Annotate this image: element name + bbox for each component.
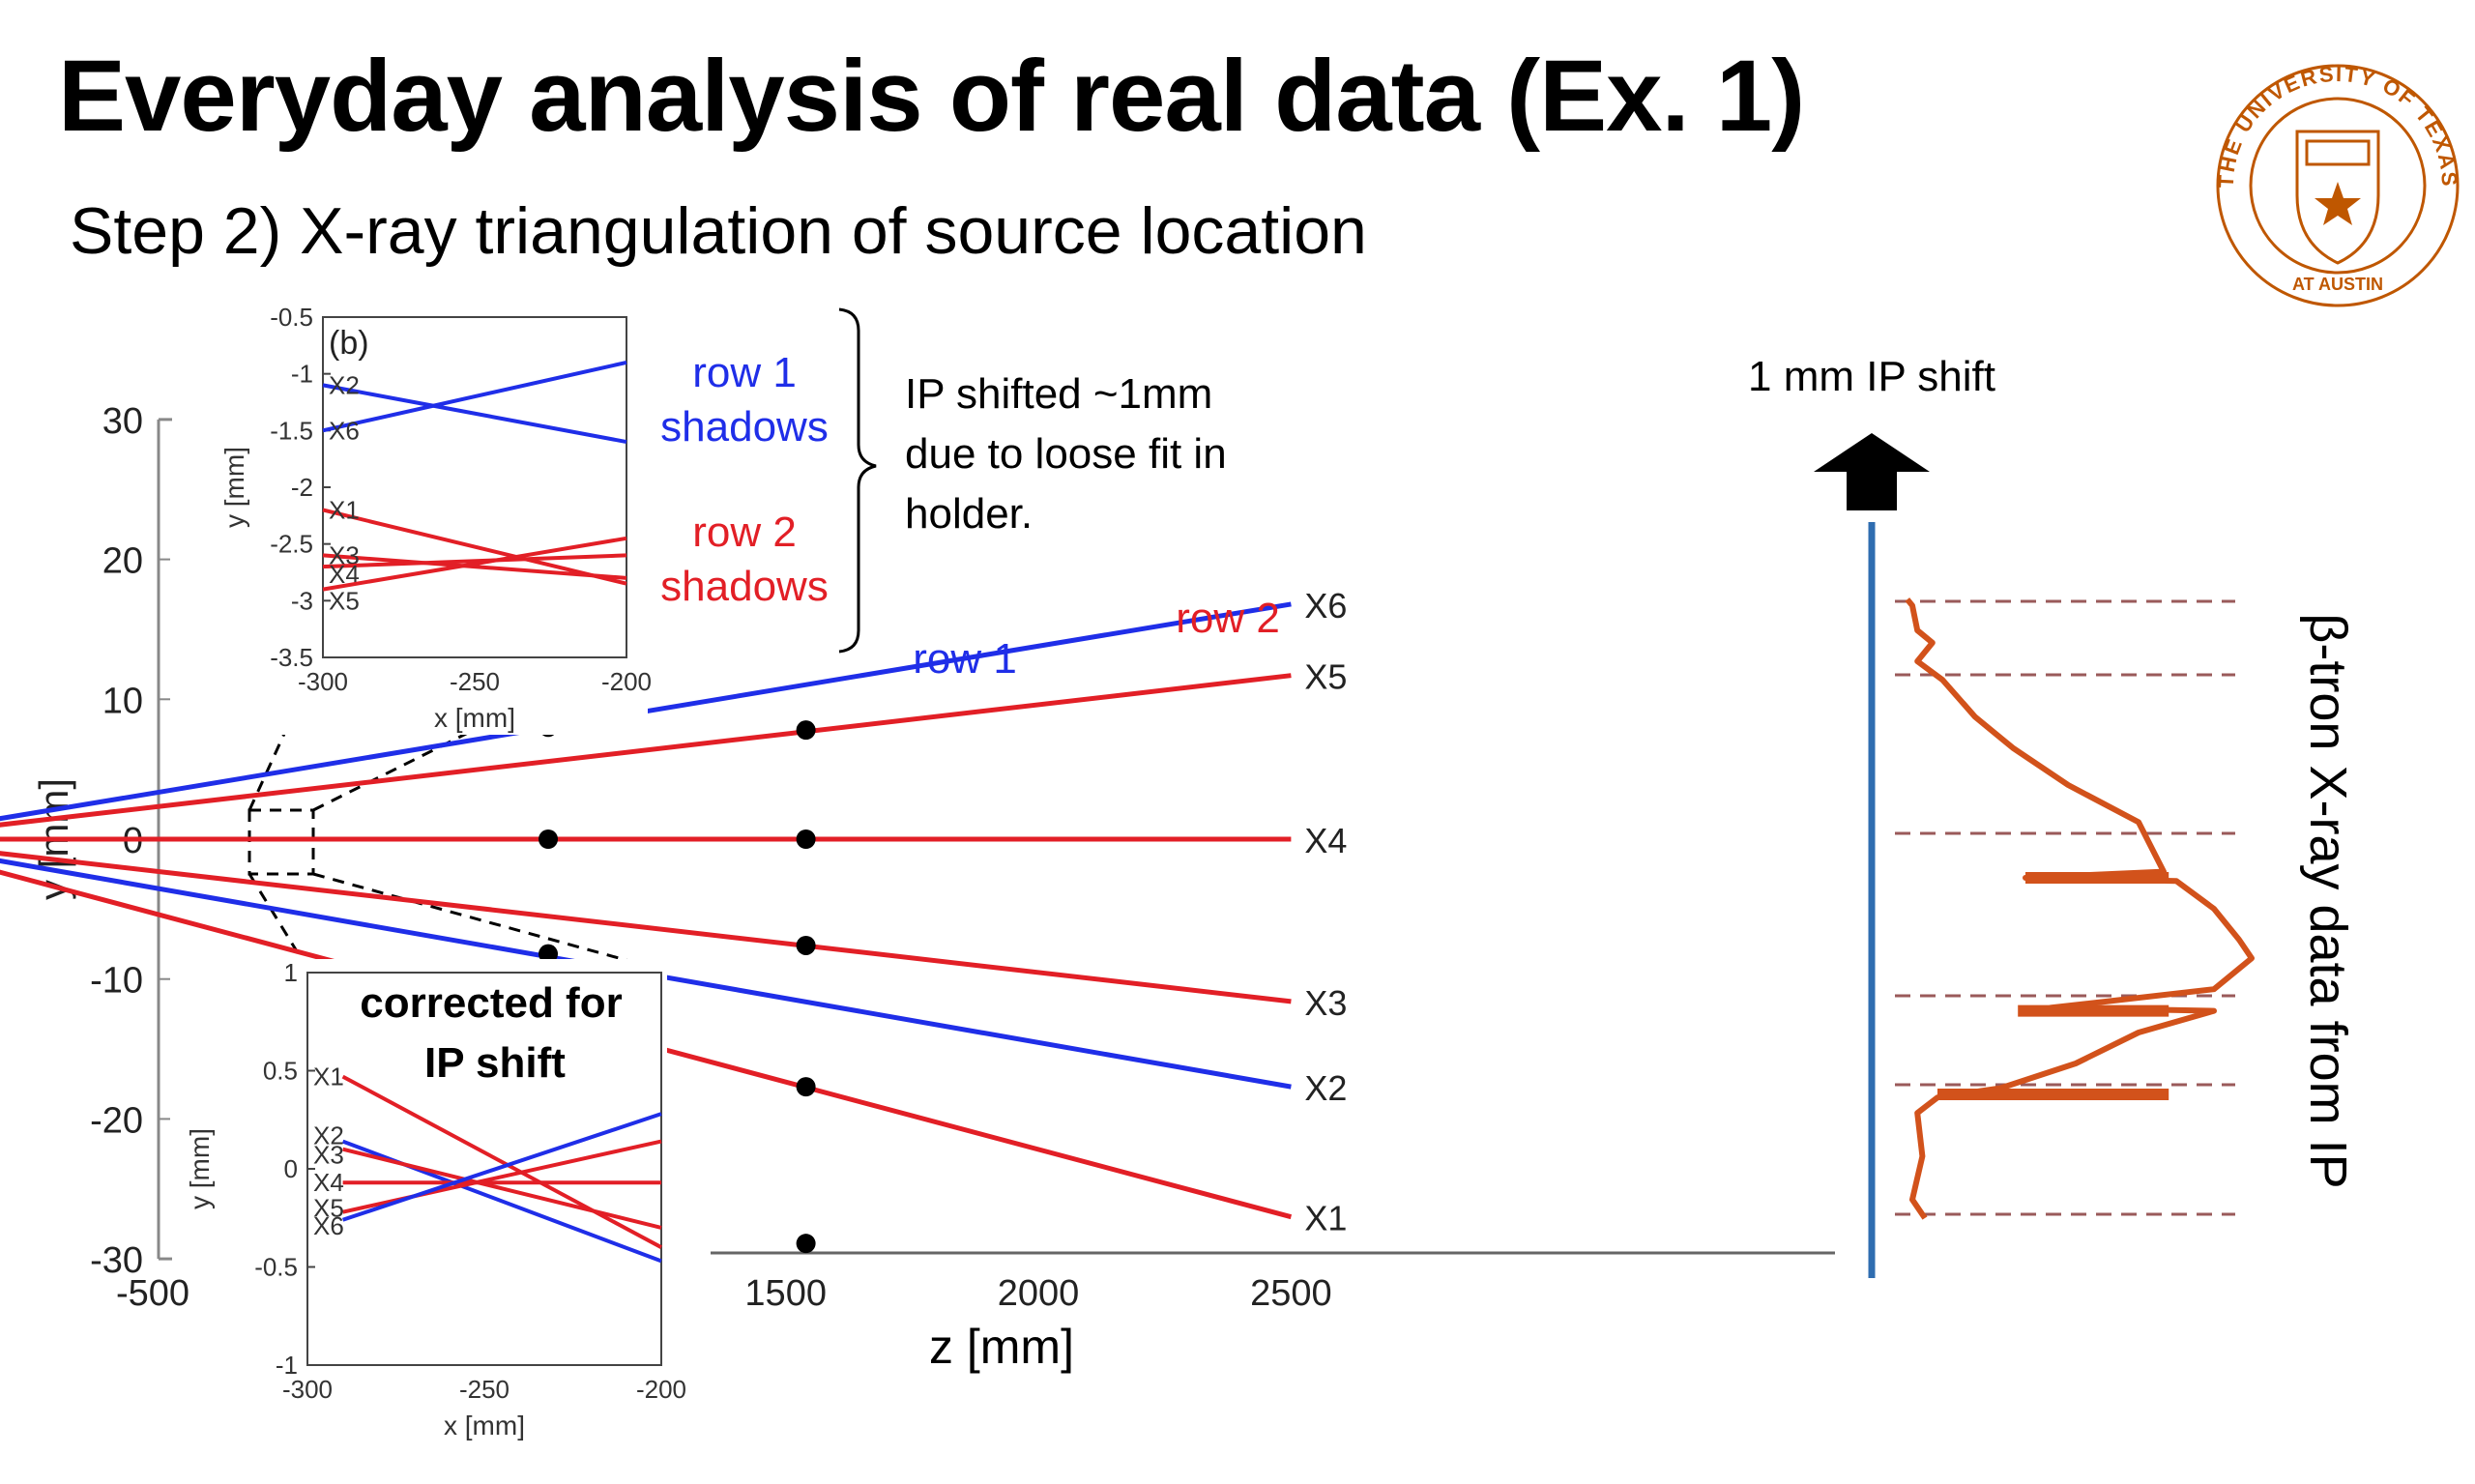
inset-series-X4 <box>322 553 627 569</box>
inset-y-tick-label: 0.5 <box>263 1057 298 1086</box>
inset-series-X5 <box>322 536 627 592</box>
series-line-X5 <box>0 673 1292 828</box>
series-line-X3 <box>0 851 1292 1004</box>
inset-series-X3 <box>342 1147 662 1230</box>
y-tick-label: 20 <box>102 541 143 582</box>
inset-y-tick-label: -1 <box>291 360 313 389</box>
inset-c-title: IP shift <box>424 1039 566 1087</box>
ip-note-line: IP shifted ~1mm <box>905 370 1212 418</box>
data-point <box>796 1234 816 1254</box>
inset-x-tick-label: -250 <box>450 667 500 696</box>
inset-series-label-X6: X6 <box>313 1211 344 1240</box>
xray-profile-plot <box>1868 522 2255 1278</box>
data-point <box>796 1077 816 1097</box>
ip-note-line: due to loose fit in <box>905 430 1227 478</box>
series-label-X1: X1 <box>1304 1199 1347 1238</box>
y-tick-label: -20 <box>90 1100 143 1141</box>
inset-y-axis-label: y [mm] <box>185 1128 215 1209</box>
inset-b-label: (b) <box>329 325 369 362</box>
inset-series-X3 <box>322 553 627 580</box>
inset-series-label-X5: X5 <box>329 587 360 616</box>
row2-shadows-line: row 2 <box>692 509 797 556</box>
shift-arrow-icon <box>1814 433 1930 510</box>
inset-x-axis-label: x [mm] <box>434 703 515 733</box>
row2-label: row 2 <box>1176 595 1280 642</box>
inset-series-label-X1: X1 <box>313 1062 344 1091</box>
inset-x-tick-label: -250 <box>459 1375 510 1404</box>
x-tick-label: 1500 <box>744 1273 827 1314</box>
shift-label: 1 mm IP shift <box>1748 353 1995 400</box>
inset-y-tick-label: -0.5 <box>254 1253 298 1282</box>
y-tick-label: 10 <box>102 681 143 721</box>
inset-y-tick-label: -3 <box>291 586 313 615</box>
series-label-X2: X2 <box>1304 1068 1347 1108</box>
inset-y-tick-label: -2.5 <box>270 530 313 559</box>
data-point <box>539 944 559 964</box>
inset-x-axis-label: x [mm] <box>444 1411 525 1440</box>
university-seal-logo: THE UNIVERSITY OF TEXAS AT AUSTIN <box>2214 62 2460 307</box>
row2-shadows-line: shadows <box>660 563 829 610</box>
x-tick-label: 2000 <box>998 1273 1080 1314</box>
bracket <box>838 307 877 654</box>
inset-y-tick-label: -0.5 <box>270 303 313 332</box>
inset-x-tick-label: -300 <box>282 1375 333 1404</box>
inset-series-X6 <box>322 360 627 433</box>
inset-y-tick-label: -1.5 <box>270 416 313 445</box>
inset-x-tick-label: -200 <box>601 667 652 696</box>
inset-series-X2 <box>322 383 627 445</box>
inset-x-tick-label: -200 <box>636 1375 686 1404</box>
y-tick-label: -10 <box>90 961 143 1002</box>
series-label-X6: X6 <box>1304 586 1347 626</box>
inset-series-label-X3: X3 <box>313 1141 344 1170</box>
inset-y-tick-label: -3.5 <box>270 643 313 672</box>
x-tick-label: -500 <box>116 1273 189 1314</box>
inset-frame <box>306 972 662 1366</box>
y-tick-label: 30 <box>102 401 143 442</box>
ip-shift-note: IP shifted ~1mm due to loose fit in holder… <box>905 370 1227 538</box>
x-axis-label: z [mm] <box>929 1320 1074 1374</box>
inset-series-label-X2: X2 <box>329 370 360 399</box>
inset-series-X6 <box>341 1112 662 1222</box>
series-label-X3: X3 <box>1304 983 1347 1023</box>
inset-series-label-X4: X4 <box>313 1168 344 1197</box>
inset-b-plot: -0.5 -1 -1.5 -2 -2.5 -3 -3.5-300 -250 -200 x [mm]… <box>219 303 652 735</box>
data-point <box>539 829 559 849</box>
series-label-X5: X5 <box>1304 657 1347 697</box>
inset-y-tick-label: 0 <box>284 1154 298 1183</box>
inset-series-X1 <box>341 1074 662 1249</box>
row1-shadows-line: shadows <box>660 403 829 451</box>
ip-note-line: holder. <box>905 490 1033 538</box>
data-point <box>796 829 816 849</box>
data-point <box>796 935 816 955</box>
annotations: row 1 shadows row 2 shadows IP shifted ~1m… <box>660 307 1280 683</box>
inset-y-axis-label: y [mm] <box>219 447 249 528</box>
inset-series-X1 <box>322 508 627 586</box>
slide-subtitle: Step 2) X-ray triangulation of source lo… <box>70 194 1367 268</box>
inset-frame <box>322 316 627 658</box>
inset-y-tick-label: -1 <box>276 1351 298 1380</box>
y-tick-label: -30 <box>90 1240 143 1281</box>
inset-c-title: corrected for <box>360 979 622 1027</box>
svg-text:AT AUSTIN: AT AUSTIN <box>2292 275 2383 294</box>
inset-series-label-X1: X1 <box>329 495 360 524</box>
inset-series-label-X6: X6 <box>329 416 360 445</box>
row1-shadows-line: row 1 <box>692 349 797 396</box>
data-point <box>796 720 816 741</box>
profile-curve <box>1905 597 2255 1220</box>
row1-shadows-label: row 1 shadows <box>660 349 829 451</box>
inset-series-label-X2: X2 <box>313 1121 344 1150</box>
inset-y-tick-label: 1 <box>284 958 298 987</box>
inset-x-tick-label: -300 <box>298 667 348 696</box>
slide-title: Everyday analysis of real data (Ex. 1) <box>58 40 1805 153</box>
row1-label: row 1 <box>913 635 1017 683</box>
inset-y-tick-label: -2 <box>291 473 313 502</box>
row2-shadows-label: row 2 shadows <box>660 509 829 610</box>
inset-series-label-X5: X5 <box>313 1194 344 1223</box>
side-label: β-tron X-ray data from IP <box>2299 613 2357 1188</box>
x-tick-label: 2500 <box>1250 1273 1332 1314</box>
series-label-X4: X4 <box>1304 821 1347 860</box>
